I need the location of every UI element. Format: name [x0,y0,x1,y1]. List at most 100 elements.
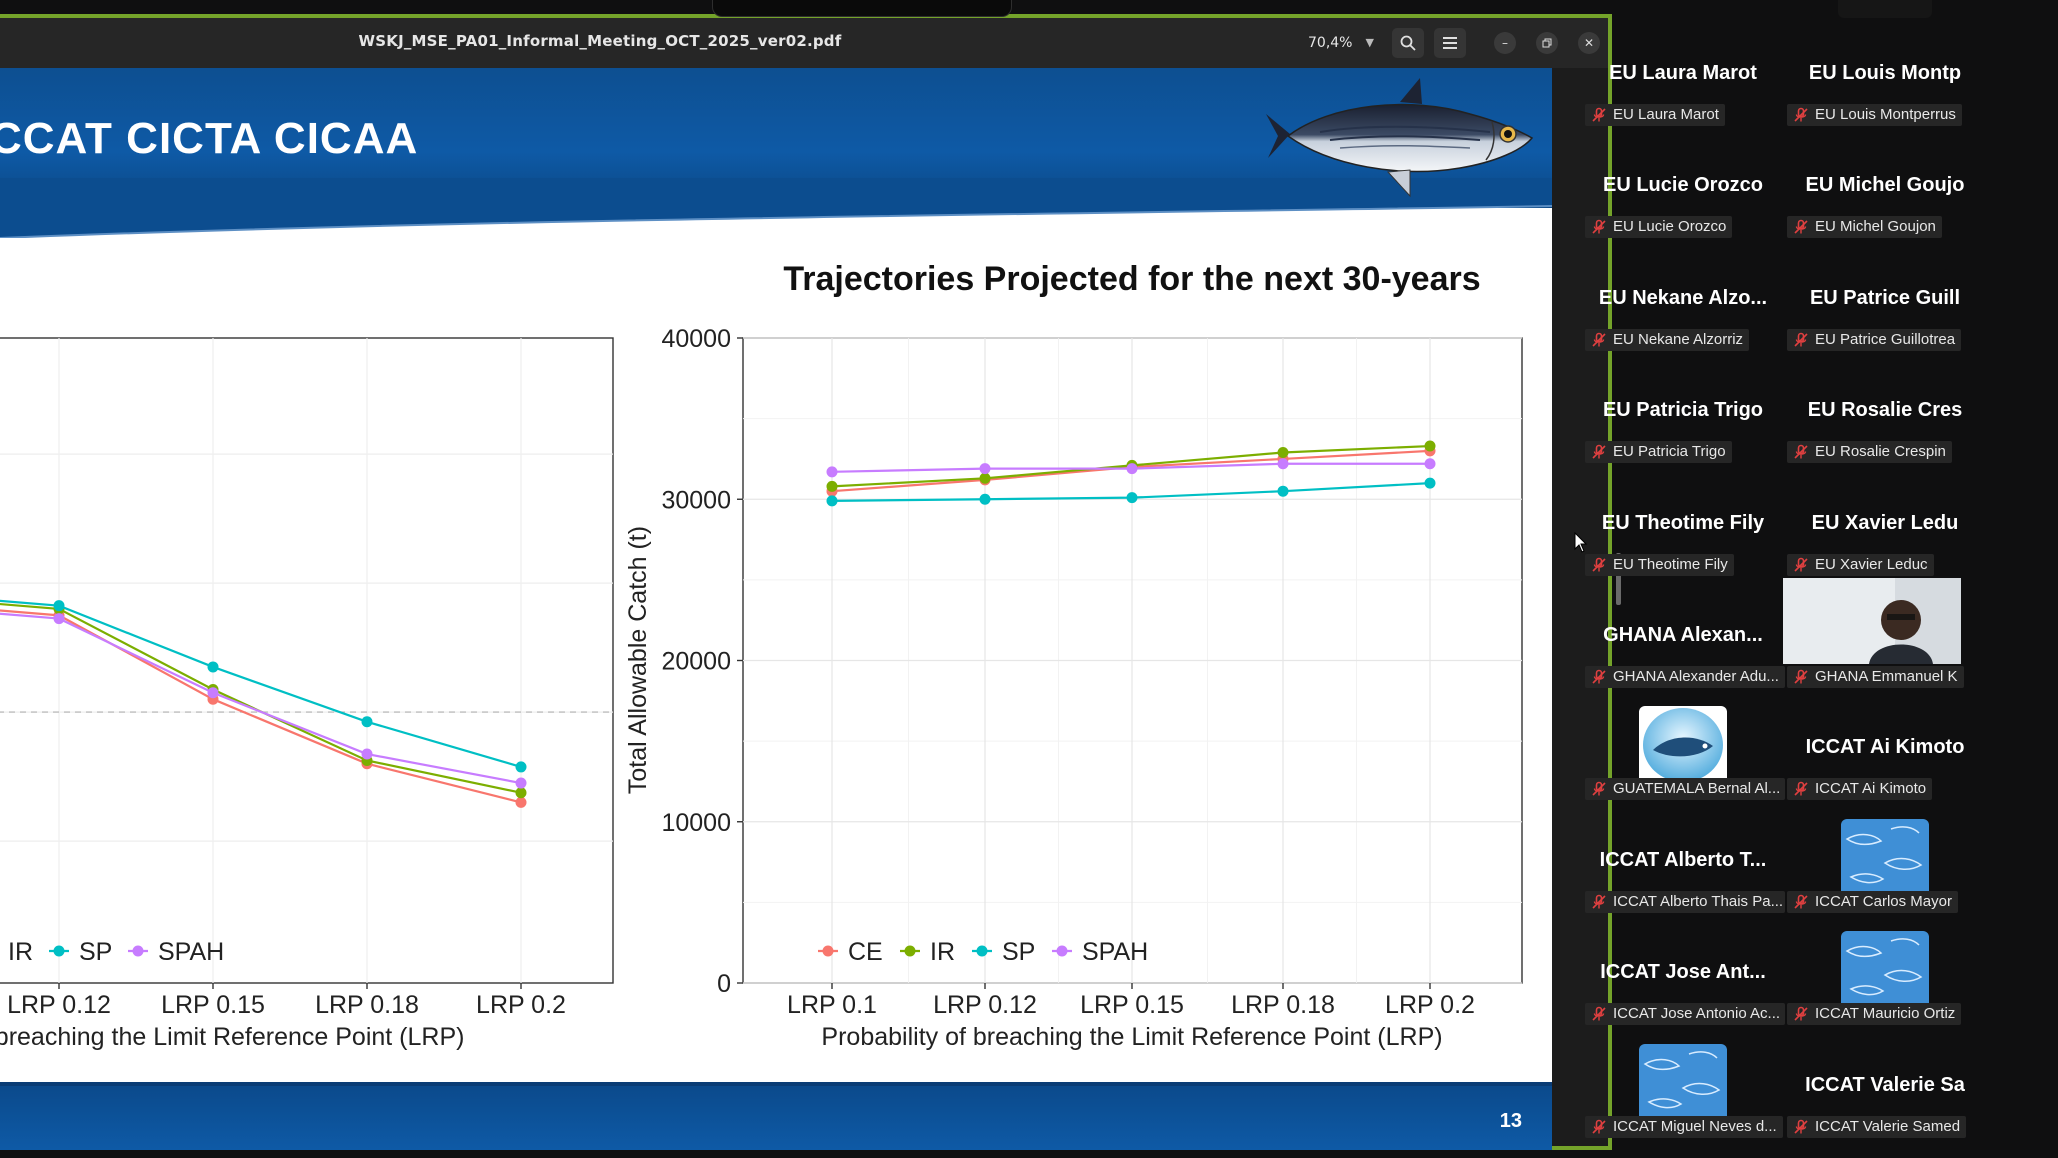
panel-collapse-tab[interactable] [1838,0,1932,18]
chart1-point-spah [53,613,65,625]
chart2-point-spah [826,466,838,478]
muted-microphone-icon [1592,107,1606,122]
chart2-y-axis-label: Total Allowable Catch (t) [624,526,652,794]
participant-label: EU Laura Marot [1585,104,1725,126]
participant-name: EU Louis Montp [1808,62,1962,84]
chart2-point-ir [1277,446,1289,458]
muted-microphone-icon [1592,1119,1606,1134]
muted-microphone-icon [1794,557,1808,572]
chart2-point-ir [979,472,991,484]
participant-label: ICCAT Alberto Thais Pa... [1585,890,1785,913]
chart1-point-spah [515,777,527,789]
chart2-x-tick-label: LRP 0.12 [933,991,1037,1019]
participant-label-text: ICCAT Miguel Neves d... [1613,1117,1777,1135]
chart2-point-ir [1424,440,1436,452]
participant-name: EU Michel Goujo [1805,174,1965,197]
participant-label-text: ICCAT Mauricio Ortiz [1815,1005,1956,1023]
chart1-point-ir [515,787,527,799]
search-icon [1400,35,1416,51]
participant-label-text: EU Xavier Leduc [1815,555,1928,573]
participant-label-text: EU Theotime Fily [1613,555,1728,573]
chart2-legend-label: SPAH [1082,938,1148,966]
participant-label: GHANA Alexander Adu... [1585,666,1785,688]
minimize-button[interactable]: – [1494,32,1516,54]
chart1-point-spah [361,748,373,760]
chart2-point-sp [1126,492,1138,504]
restore-icon [1542,38,1552,48]
muted-microphone-icon [1794,107,1808,122]
muted-microphone-icon [1794,220,1808,234]
panel-scrollbar[interactable] [1616,553,1621,605]
participant-label: EU Rosalie Crespin [1787,441,1952,464]
close-button[interactable]: ✕ [1578,32,1600,54]
menu-button[interactable] [1434,28,1466,58]
chart2-x-tick-label: LRP 0.18 [1231,991,1335,1019]
participant-avatar-fish-pattern [1841,931,1929,1010]
viewer-titlebar: WSKJ_MSE_PA01_Informal_Meeting_OCT_2025_… [0,18,1608,68]
chart2-title: Trajectories Projected for the next 30-y… [783,260,1480,298]
participant-label: EU Nekane Alzorriz [1585,328,1750,351]
participant-name: ICCAT Valerie Sa [1805,1073,1965,1096]
chart2-x-tick-label: LRP 0.2 [1385,991,1475,1019]
chart2-y-tick-label: 30000 [661,486,731,514]
participant-name: EU Lucie Orozco [1602,174,1764,197]
search-button[interactable] [1392,28,1424,58]
chart1-point-ce [515,796,527,808]
participant-label: ICCAT Valerie Samed [1787,1115,1967,1138]
chart2-point-spah [1424,458,1436,470]
participant-label-text: EU Nekane Alzorriz [1613,330,1744,348]
participant-name: ICCAT Jose Ant... [1600,961,1766,984]
chart2-x-tick-label: LRP 0.1 [787,991,877,1019]
participant-video [1783,578,1961,664]
participant-label-text: ICCAT Carlos Mayor [1815,892,1952,910]
participant-label: EU Michel Goujon [1787,216,1942,239]
participant-name: EU Patrice Guill [1809,286,1961,309]
participant-avatar-fish-pattern [1841,818,1929,897]
participant-label: EU Patricia Trigo [1585,441,1732,464]
chart2-legend-key-dot [1056,945,1068,957]
muted-microphone-icon [1592,1006,1606,1021]
muted-microphone-icon [1592,557,1606,572]
participant-label-text: GUATEMALA Bernal Al... [1613,780,1781,798]
chart1-legend-key-dot [53,945,65,957]
muted-microphone-icon [1794,444,1808,459]
chart1-legend-key-dot [132,945,144,957]
chart2-legend-key-dot [904,945,916,957]
chart2-legend-label: SP [1002,938,1035,966]
muted-microphone-icon [1794,669,1808,684]
participant-label: ICCAT Miguel Neves d... [1585,1115,1783,1138]
participant-label-text: EU Laura Marot [1613,106,1719,123]
chart1-legend-label: SP [79,938,112,966]
chart1-legend-label: IR [8,938,33,966]
footer-line [0,1082,1552,1086]
chart1-point-sp [53,600,65,612]
participant-label-text: ICCAT Ai Kimoto [1815,780,1927,798]
participant-name: EU Rosalie Cres [1807,399,1963,422]
chart1-legend-label: SPAH [158,938,224,966]
chart1-x-tick-label: LRP 0.15 [161,991,265,1019]
chart2-y-tick-label: 20000 [661,648,731,676]
participant-avatar-fish-pattern [1639,1043,1727,1122]
tuna-logo [1266,78,1534,198]
participant-label-text: GHANA Alexander Adu... [1613,668,1779,685]
chart2-legend-label: CE [848,938,883,966]
chart2-legend-key-dot [976,945,988,957]
participant-label-text: EU Lucie Orozco [1613,218,1727,236]
muted-microphone-icon [1794,894,1808,909]
meeting-toolbar-notch[interactable] [712,0,1012,17]
restore-button[interactable] [1536,32,1558,54]
chart2-point-spah [1277,458,1289,470]
mouse-pointer-icon [1574,532,1588,553]
chart1-x-tick-label: LRP 0.2 [476,991,566,1019]
muted-microphone-icon [1794,1006,1808,1021]
slide-page: CCAT CICTA CICAA 0 10000 20000 30000 400 [0,68,1552,1150]
participant-label: ICCAT Ai Kimoto [1787,778,1933,801]
chart2-point-ir [826,480,838,492]
participant-label-text: EU Rosalie Crespin [1815,443,1946,461]
participant-name: EU Nekane Alzo... [1598,286,1768,309]
zoom-level-dropdown[interactable]: 70,4% ▼ [1296,30,1380,56]
chart2-x-axis-label: Probability of breaching the Limit Refer… [821,1023,1442,1051]
chart2-x-tick-label: LRP 0.15 [1080,991,1184,1019]
muted-microphone-icon [1794,1119,1808,1134]
close-icon: ✕ [1583,36,1595,50]
